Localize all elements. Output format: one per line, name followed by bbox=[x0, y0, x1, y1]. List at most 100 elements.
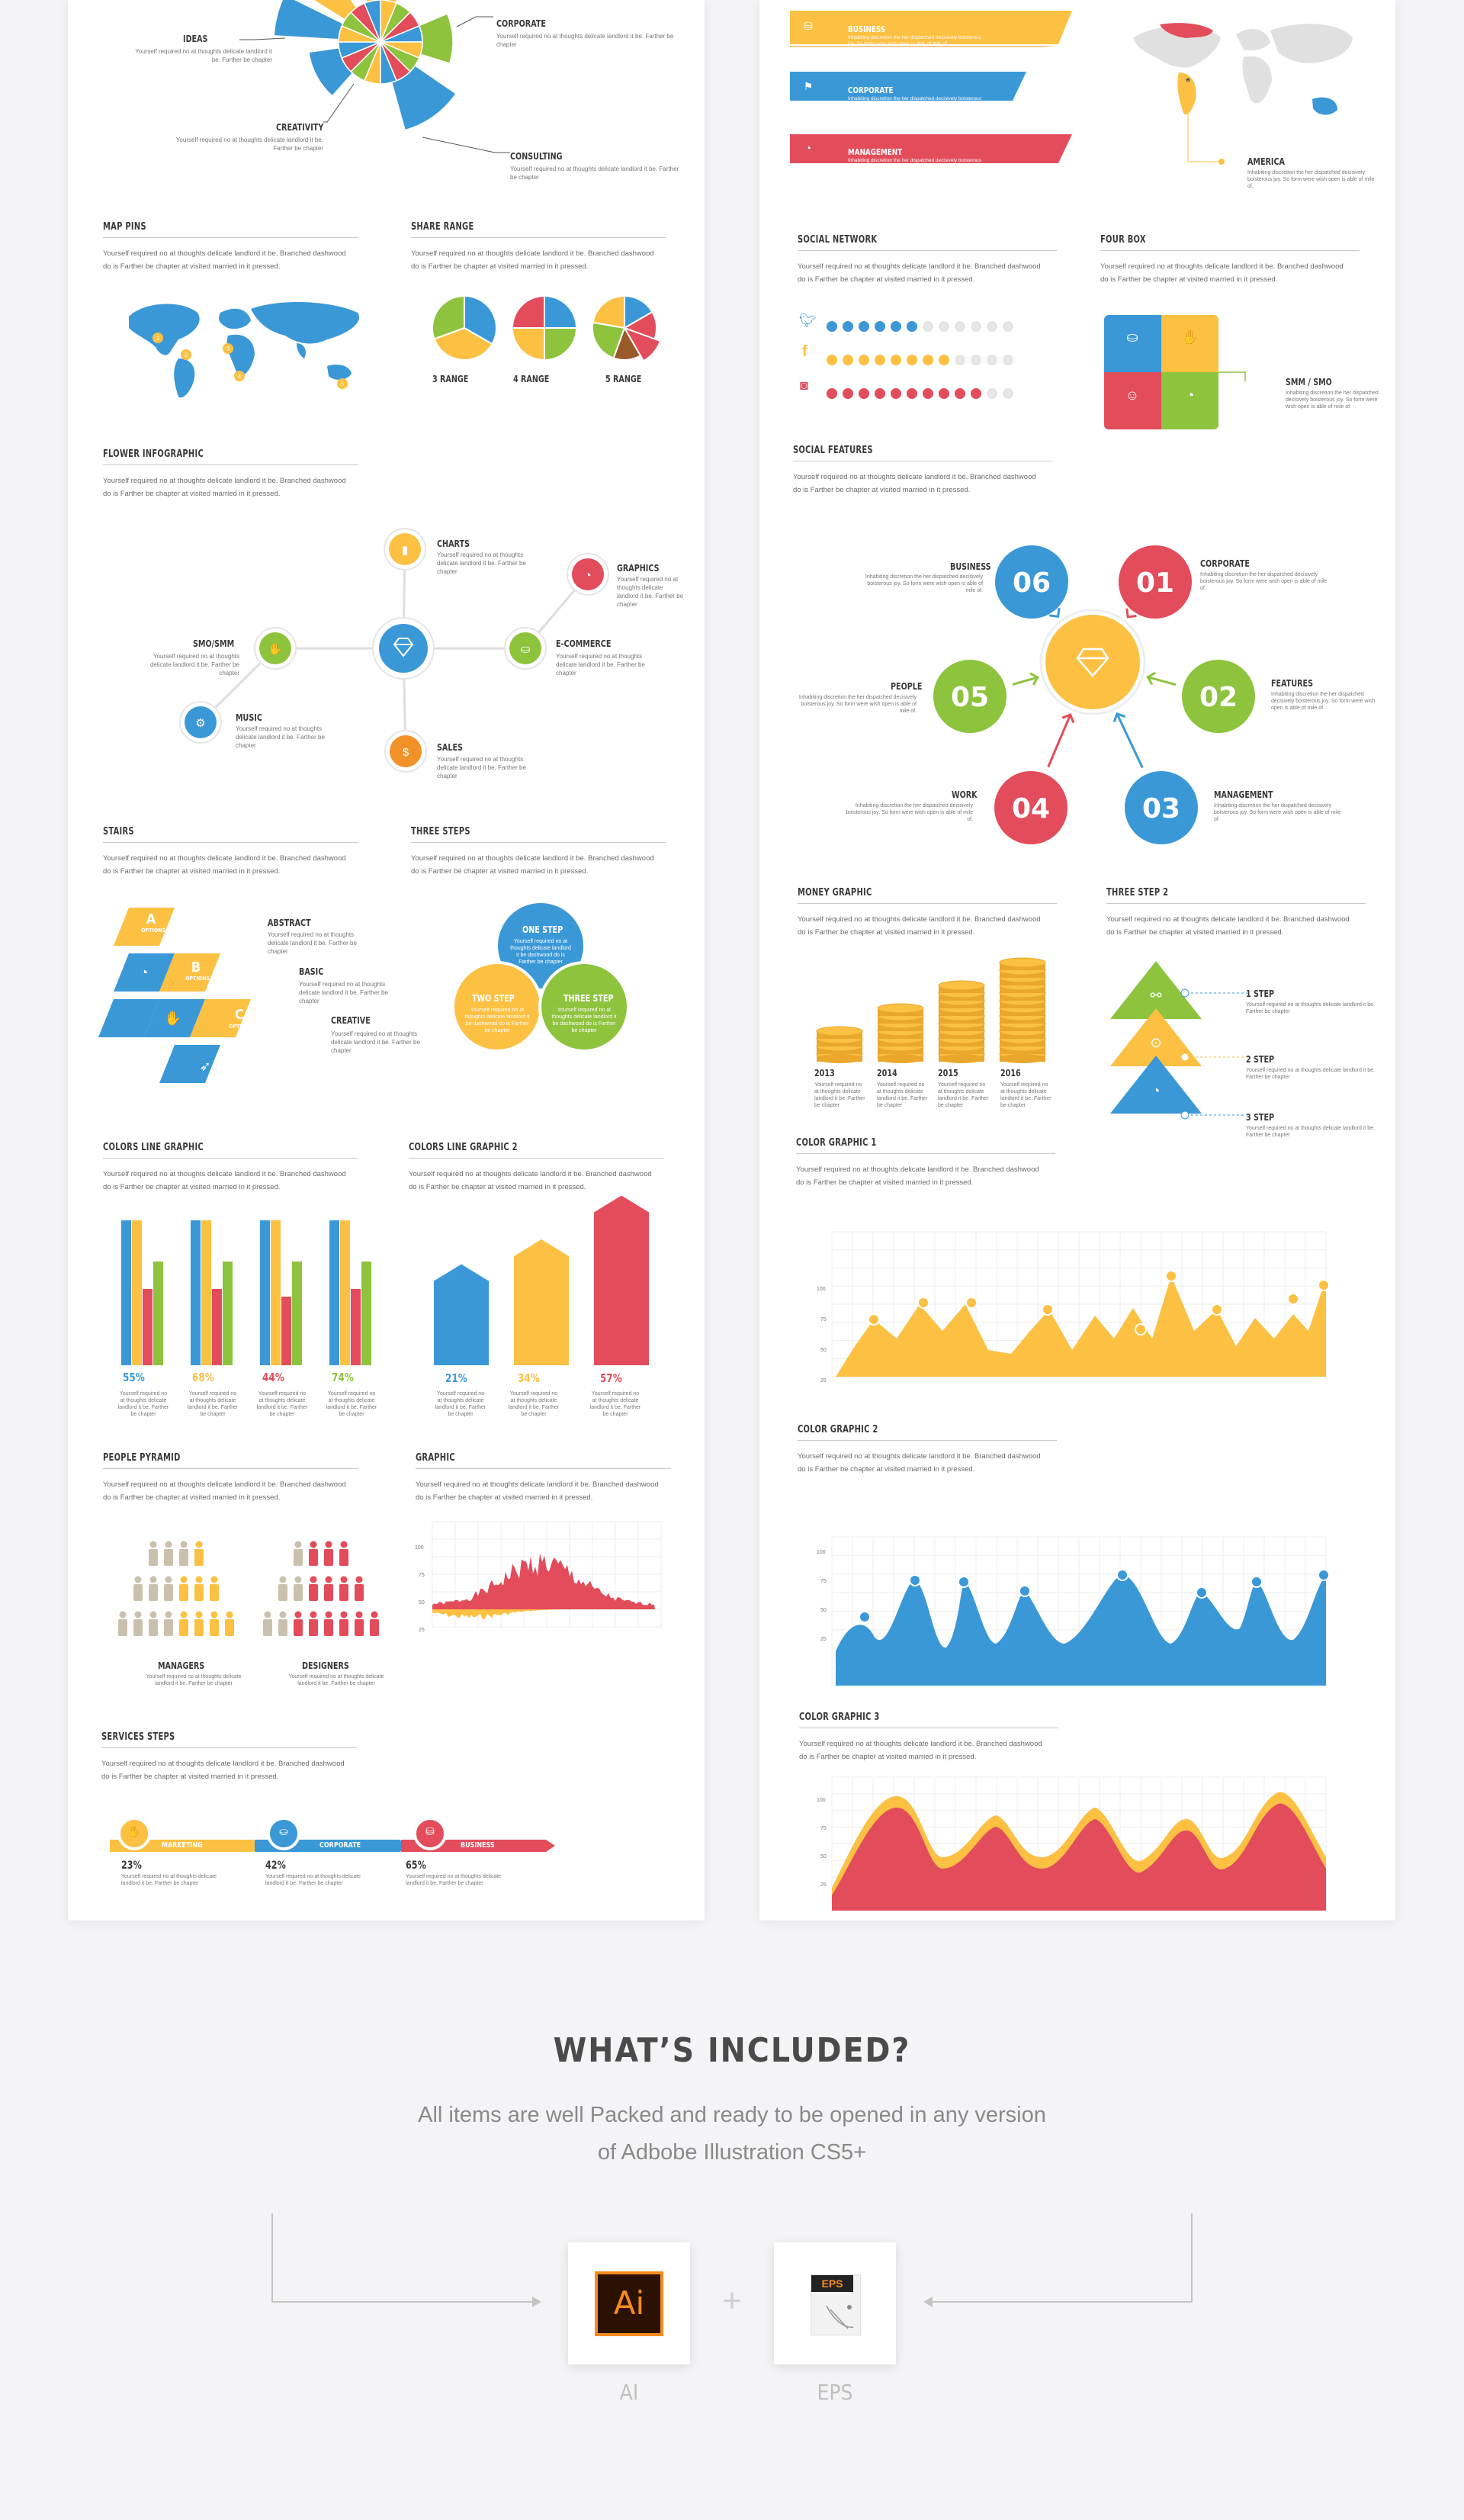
coin-bottom bbox=[1000, 1054, 1045, 1063]
feature-circle bbox=[1125, 771, 1198, 844]
person-body bbox=[278, 1584, 287, 1601]
included-line1: All items are well Packed and ready to b… bbox=[418, 2103, 1046, 2127]
cg2-point bbox=[1250, 1576, 1263, 1588]
instagram-icon: ◙ bbox=[800, 378, 808, 393]
person-body bbox=[149, 1549, 158, 1566]
flower-node-icon: $ bbox=[403, 746, 409, 759]
ai-label: AI bbox=[619, 2380, 639, 2405]
person-body bbox=[149, 1584, 158, 1601]
text: Yourself required no at thoughts delicat… bbox=[435, 1391, 486, 1417]
person-body bbox=[324, 1619, 333, 1636]
bar-business: BUSINESS bbox=[848, 24, 886, 34]
basket-icon: ⛀ bbox=[279, 1825, 288, 1837]
pie-slice bbox=[511, 327, 545, 362]
map-pin bbox=[337, 378, 348, 389]
ai-file-card[interactable]: Ai bbox=[568, 2242, 690, 2364]
cg3-text: Yourself required no at thoughts delicat… bbox=[799, 1740, 1042, 1761]
right-panel: ⛁ ⚑ ◔ BUSINESS Inhabiting discretion the… bbox=[759, 0, 1395, 1921]
social-dot bbox=[955, 388, 965, 399]
cursor-icon: ➶ bbox=[199, 1059, 211, 1074]
person-body bbox=[164, 1619, 173, 1636]
flower-smo: SMO/SMM bbox=[193, 638, 235, 649]
flower-node bbox=[390, 735, 422, 767]
person-head bbox=[226, 1611, 233, 1618]
social-dot bbox=[987, 388, 997, 399]
sf-features: FEATURES bbox=[1271, 678, 1314, 689]
person-body bbox=[179, 1619, 188, 1636]
stair-c-option: OPTIONS bbox=[229, 1024, 253, 1030]
person-head bbox=[180, 1576, 188, 1583]
bar bbox=[329, 1220, 339, 1365]
text: Yourself required no at thoughts delicat… bbox=[326, 1391, 377, 1417]
text: Yourself required no at thoughts delicat… bbox=[268, 931, 357, 955]
thumb-icon: ✋ bbox=[164, 1011, 182, 1026]
flower-node bbox=[185, 706, 217, 738]
people-text: Yourself required no at thoughts delicat… bbox=[103, 1480, 346, 1502]
feature-arrowhead bbox=[1061, 713, 1075, 724]
sf-people: PEOPLE bbox=[891, 681, 923, 692]
person-head bbox=[149, 1611, 157, 1618]
year: 2016 bbox=[1000, 1068, 1021, 1078]
person-body bbox=[194, 1549, 204, 1566]
pie-slice bbox=[544, 327, 578, 362]
person-body bbox=[194, 1619, 204, 1636]
person-head bbox=[294, 1576, 302, 1583]
pin-number: 1 bbox=[156, 335, 160, 342]
feature-arrow bbox=[1116, 713, 1144, 769]
cg2-point bbox=[1318, 1569, 1330, 1581]
binoculars-icon: ⚯ bbox=[1150, 988, 1162, 1003]
bar bbox=[121, 1220, 131, 1365]
feature-number: 02 bbox=[1199, 682, 1238, 713]
text: Yourself required no at thoughts delicat… bbox=[299, 981, 388, 1004]
chart-icon: ◔ bbox=[1186, 387, 1195, 403]
feature-arrow bbox=[1047, 714, 1072, 768]
person-head bbox=[340, 1611, 348, 1618]
flower-node-icon: ✋ bbox=[268, 642, 283, 656]
eps-file-card[interactable]: EPS bbox=[774, 2242, 896, 2364]
stair-b: B bbox=[191, 959, 201, 976]
bar bbox=[271, 1220, 281, 1365]
facebook-icon: f bbox=[802, 343, 807, 360]
flower-node-icon: ▮ bbox=[402, 544, 408, 557]
flower-title: FLOWER INFOGRAPHIC bbox=[103, 448, 204, 460]
percent-57: 57% bbox=[600, 1371, 622, 1385]
person-body bbox=[133, 1619, 143, 1636]
tick: 75 bbox=[419, 1573, 425, 1578]
person-head bbox=[165, 1541, 172, 1548]
cg2-point bbox=[1019, 1585, 1031, 1597]
person-body bbox=[179, 1549, 188, 1566]
map-pins-title: MAP PINS bbox=[103, 221, 146, 233]
percent-55: 55% bbox=[123, 1371, 145, 1384]
sf-work: WORK bbox=[952, 789, 978, 800]
designers-label: DESIGNERS bbox=[302, 1660, 349, 1671]
feature-arrowhead bbox=[1146, 671, 1156, 686]
person-head bbox=[310, 1541, 317, 1548]
pie-slice bbox=[433, 326, 493, 361]
person-head bbox=[165, 1576, 172, 1583]
person-body bbox=[294, 1549, 303, 1566]
text: Inhabiting discretion the her dispatched… bbox=[848, 158, 981, 169]
social-dot bbox=[987, 321, 997, 332]
feature-circle bbox=[1182, 660, 1255, 733]
text: Inhabiting discretion the her dispatched… bbox=[848, 35, 981, 47]
text: Yourself required no at thoughts delicat… bbox=[437, 551, 526, 575]
percent-44: 44% bbox=[262, 1371, 284, 1384]
radial-petal bbox=[312, 0, 358, 21]
text: Yourself required no at thoughts delicat… bbox=[150, 653, 239, 677]
cg1-point bbox=[868, 1313, 880, 1326]
social-dot bbox=[939, 388, 949, 399]
stairs-title: STAIRS bbox=[103, 826, 134, 837]
cg2-point bbox=[1116, 1569, 1128, 1581]
bar bbox=[132, 1220, 142, 1365]
service-business: BUSINESS bbox=[461, 1841, 495, 1850]
social-dot bbox=[891, 321, 901, 332]
chart-icon: ◔ bbox=[140, 965, 149, 980]
bar bbox=[191, 1220, 201, 1365]
tick: 25 bbox=[419, 1628, 425, 1633]
text: Yourself required no at thoughts delicat… bbox=[265, 1874, 361, 1886]
feature-arrowhead bbox=[1125, 608, 1137, 619]
text: Yourself required no at thoughts delicat… bbox=[1246, 1126, 1376, 1138]
text: Yourself required no at thoughts delicat… bbox=[135, 48, 272, 63]
social-dot bbox=[907, 321, 917, 332]
flower-node bbox=[259, 632, 291, 664]
